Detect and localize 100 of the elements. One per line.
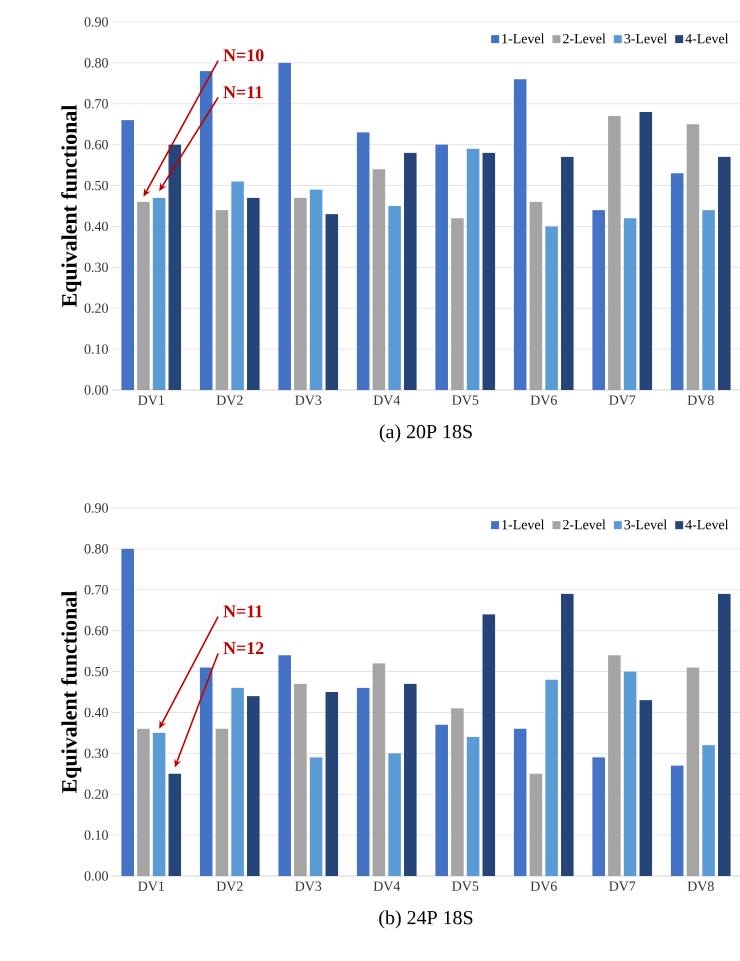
x-tick-label: DV5 bbox=[452, 396, 478, 405]
bar bbox=[624, 672, 636, 876]
bar bbox=[530, 774, 542, 876]
bar bbox=[247, 198, 260, 390]
bar bbox=[372, 169, 386, 390]
x-tick-label: DV5 bbox=[452, 882, 478, 891]
bar bbox=[670, 766, 684, 876]
bar bbox=[670, 173, 684, 390]
y-tick-label: 0.60 bbox=[84, 626, 108, 636]
legend-label: 3-Level bbox=[624, 34, 667, 44]
bar bbox=[608, 116, 621, 390]
bar bbox=[404, 152, 417, 390]
x-tick-label: DV3 bbox=[295, 396, 322, 405]
bar bbox=[530, 202, 542, 390]
bar bbox=[294, 684, 307, 876]
bar bbox=[624, 218, 636, 390]
bar bbox=[356, 132, 370, 390]
bar bbox=[388, 753, 401, 876]
y-tick-label: 0.70 bbox=[84, 99, 108, 109]
bar bbox=[278, 655, 291, 876]
x-tick-label: DV8 bbox=[688, 882, 714, 892]
bar bbox=[231, 688, 244, 876]
legend-label: 3-Level bbox=[624, 520, 667, 530]
bar bbox=[514, 728, 526, 876]
bar bbox=[200, 667, 212, 876]
bar bbox=[592, 210, 605, 390]
bar bbox=[152, 198, 166, 390]
bar bbox=[466, 148, 480, 390]
x-tick-label: DV4 bbox=[374, 396, 400, 405]
bar bbox=[702, 745, 715, 876]
bar bbox=[247, 696, 260, 876]
x-tick-label: DV1 bbox=[138, 882, 164, 891]
bar bbox=[326, 214, 338, 390]
y-tick-label: 0.30 bbox=[84, 748, 108, 758]
annotation: N=12 bbox=[223, 642, 264, 654]
bar bbox=[121, 120, 134, 390]
bar bbox=[216, 728, 228, 876]
bar bbox=[466, 736, 480, 876]
legend-label: 1-Level bbox=[502, 34, 544, 44]
bar bbox=[372, 663, 386, 876]
bar bbox=[200, 71, 212, 390]
x-tick-label: DV6 bbox=[530, 396, 557, 405]
legend-label: 2-Level bbox=[563, 34, 606, 44]
bar bbox=[718, 594, 731, 876]
text: (a) 20P 18S bbox=[380, 424, 472, 442]
bar bbox=[137, 728, 150, 876]
text: (b) 24P 18S bbox=[379, 910, 472, 928]
bar bbox=[561, 156, 574, 390]
y-axis-title: Equivalent functional bbox=[61, 104, 82, 308]
bar bbox=[231, 181, 244, 390]
x-tick-label: DV2 bbox=[216, 396, 243, 405]
bar bbox=[152, 732, 166, 876]
x-tick-label: DV7 bbox=[609, 882, 636, 891]
annotation: N=11 bbox=[223, 605, 262, 618]
annotation: N=10 bbox=[223, 49, 264, 62]
bar bbox=[640, 700, 652, 876]
bar bbox=[356, 688, 370, 876]
bar bbox=[686, 124, 700, 390]
y-tick-label: 0.60 bbox=[84, 140, 108, 150]
bar bbox=[388, 206, 401, 390]
x-tick-label: DV2 bbox=[216, 882, 243, 891]
bar bbox=[561, 594, 574, 876]
x-tick-label: DV8 bbox=[688, 396, 714, 406]
bar bbox=[545, 226, 558, 390]
bar bbox=[545, 680, 558, 876]
bar bbox=[216, 210, 228, 390]
y-axis-title: Equivalent functional bbox=[61, 590, 82, 794]
legend-label: 4-Level bbox=[685, 34, 728, 44]
y-tick-label: 0.90 bbox=[84, 503, 108, 513]
bar bbox=[310, 757, 322, 876]
bar bbox=[451, 218, 464, 390]
bar bbox=[326, 692, 338, 876]
y-tick-label: 0.00 bbox=[84, 871, 108, 881]
x-tick-label: DV1 bbox=[138, 396, 164, 405]
x-tick-label: DV4 bbox=[374, 882, 400, 891]
y-tick-label: 0.70 bbox=[84, 585, 108, 595]
x-tick-label: DV7 bbox=[609, 396, 636, 405]
legend-label: 1-Level bbox=[502, 520, 544, 530]
bar bbox=[278, 62, 291, 390]
bar bbox=[121, 548, 134, 876]
bar bbox=[168, 774, 182, 876]
y-tick-label: 0.40 bbox=[84, 708, 108, 718]
bar bbox=[592, 757, 605, 876]
bar bbox=[137, 202, 150, 390]
bar bbox=[435, 724, 448, 876]
bar bbox=[718, 156, 731, 390]
y-tick-label: 0.10 bbox=[84, 344, 108, 354]
bar bbox=[294, 198, 307, 390]
y-tick-label: 0.80 bbox=[84, 58, 108, 68]
bar bbox=[482, 152, 496, 390]
bar bbox=[702, 210, 715, 390]
bar bbox=[310, 190, 322, 390]
y-tick-label: 0.00 bbox=[84, 385, 108, 395]
y-tick-label: 0.20 bbox=[84, 789, 108, 799]
y-tick-label: 0.50 bbox=[84, 666, 108, 676]
y-tick-label: 0.50 bbox=[84, 180, 108, 190]
y-tick-label: 0.30 bbox=[84, 262, 108, 272]
legend-label: 4-Level bbox=[685, 520, 728, 530]
y-tick-label: 0.80 bbox=[84, 544, 108, 554]
y-tick-label: 0.40 bbox=[84, 222, 108, 232]
